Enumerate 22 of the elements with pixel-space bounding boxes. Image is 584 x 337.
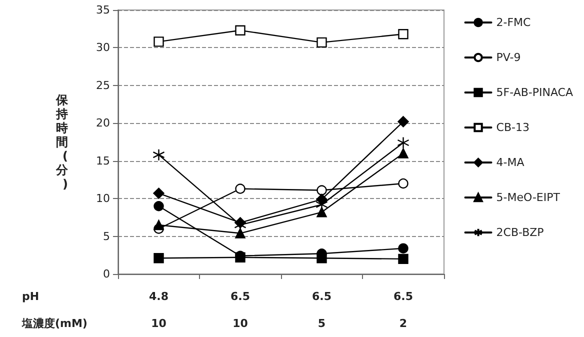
- legend-label: 2-FMC: [496, 16, 532, 29]
- y-tick-label: 15: [96, 154, 110, 168]
- y-tick-label: 25: [96, 78, 110, 92]
- category-label: 4.8 10: [149, 290, 168, 330]
- y-tick-label: 0: [103, 268, 110, 280]
- text: pH: [22, 290, 40, 303]
- category-label: 6.5 10: [230, 290, 250, 330]
- text: 塩濃度(mM): [21, 317, 88, 330]
- y-tick-label: 30: [96, 41, 110, 54]
- y-axis-title: 保持時間(分): [55, 93, 69, 191]
- y-tick-label: 20: [96, 116, 110, 130]
- legend-label: PV-9: [496, 51, 521, 64]
- y-tick-label: 5: [103, 230, 110, 243]
- legend-label: 5F-AB-PINACA: [496, 86, 574, 99]
- legend-label: 5-MeO-EIPT: [496, 191, 560, 204]
- y-tick-label: 10: [96, 192, 110, 206]
- legend-label: CB-13: [496, 121, 530, 134]
- y-tick-label: 35: [96, 4, 110, 16]
- category-label: 6.5 2: [394, 290, 413, 330]
- category-label: 6.5 5: [312, 290, 332, 330]
- legend-label: 4-MA: [496, 156, 525, 169]
- legend-label: 2CB-BZP: [496, 226, 544, 239]
